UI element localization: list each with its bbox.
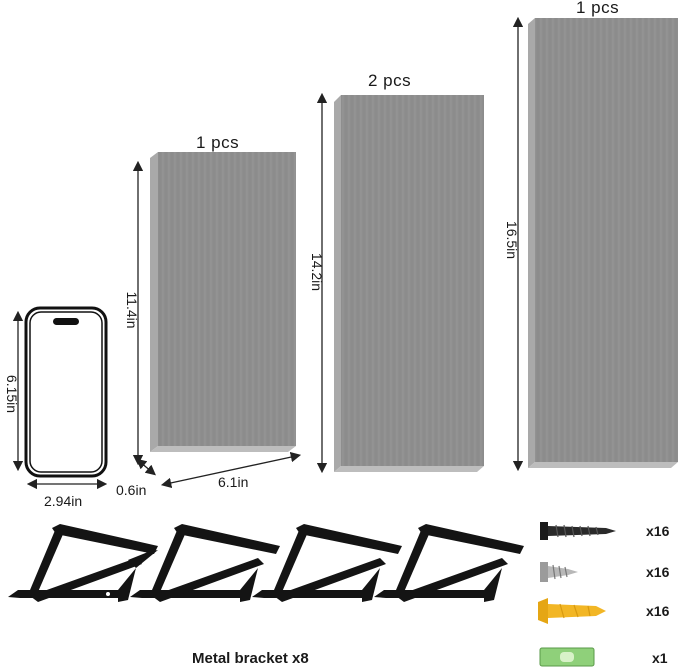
panel-width: 6.1in <box>218 474 249 490</box>
metal-bracket <box>8 524 158 602</box>
panel-large-quantity: 1 pcs <box>576 0 620 17</box>
panel-large <box>528 18 678 468</box>
black-wood-screw-icon <box>540 522 616 540</box>
yellow-wall-anchor-icon <box>538 598 606 624</box>
hardware-count-black-screw: x16 <box>646 523 670 539</box>
dimension-lines <box>12 16 524 490</box>
bracket-caption: Metal bracket x8 <box>192 650 309 667</box>
metal-bracket <box>374 524 524 602</box>
hardware-count-anchor: x16 <box>646 603 670 619</box>
panel-small-quantity: 1 pcs <box>196 133 240 152</box>
metal-bracket <box>252 524 402 602</box>
bubble-level-icon <box>539 647 595 667</box>
panel-small <box>150 152 296 452</box>
phone-width: 2.94in <box>44 493 83 509</box>
panel-thickness: 0.6in <box>116 482 147 498</box>
phone-outline <box>24 306 108 478</box>
panel-small-height: 11.4in <box>124 291 140 329</box>
metal-bracket <box>130 524 280 602</box>
panel-large-height: 16.5in <box>504 220 520 260</box>
hardware-count-level: x1 <box>652 650 668 666</box>
hardware-count-silver-screw: x16 <box>646 564 670 580</box>
panel-medium-quantity: 2 pcs <box>368 71 412 90</box>
panel-medium <box>334 95 484 472</box>
panel-medium-height: 14.2in <box>309 252 325 292</box>
silver-screw-icon <box>540 562 578 582</box>
phone-height: 6.15in <box>4 374 20 414</box>
